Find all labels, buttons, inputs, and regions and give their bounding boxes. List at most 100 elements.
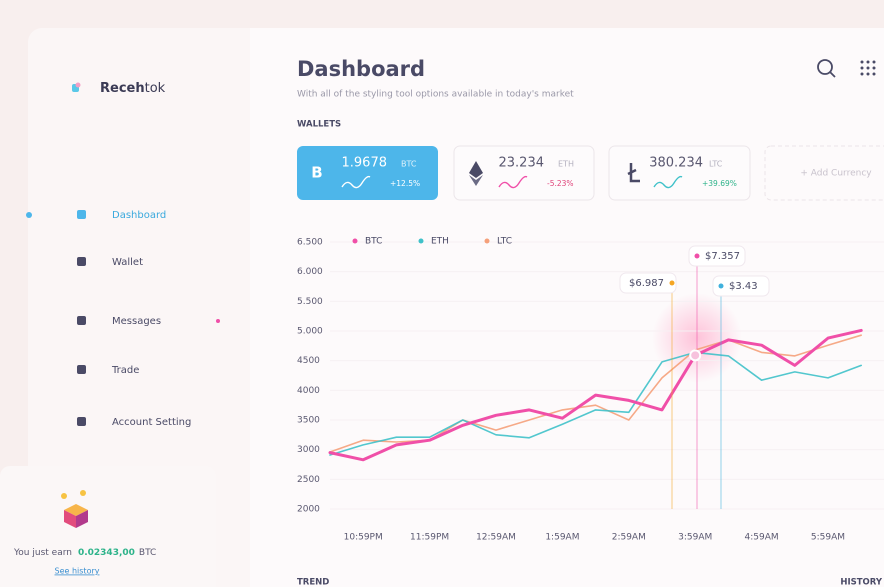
series-line	[329, 351, 862, 456]
y-tick-label: 6.500	[297, 238, 323, 248]
annotation-dot	[694, 253, 700, 259]
apps-dot[interactable]	[866, 60, 870, 64]
see-history-link[interactable]: See history	[55, 567, 100, 576]
logo-dot	[75, 82, 81, 88]
apps-dot[interactable]	[872, 60, 876, 64]
x-tick-label: 4:59AM	[745, 533, 779, 543]
y-tick-label: 4500	[297, 356, 320, 366]
nav-icon[interactable]	[77, 365, 86, 374]
y-tick-label: 2500	[297, 475, 320, 485]
x-tick-label: 11:59PM	[410, 533, 449, 543]
apps-dot[interactable]	[872, 66, 876, 70]
wallet-card[interactable]	[297, 146, 438, 200]
earn-icon	[76, 510, 88, 528]
apps-dot[interactable]	[860, 60, 864, 64]
nav-icon[interactable]	[77, 417, 86, 426]
main-panel	[250, 28, 884, 587]
y-tick-label: 3000	[297, 445, 320, 455]
search-icon[interactable]	[817, 59, 833, 75]
earn-icon	[64, 510, 76, 528]
search-button[interactable]	[817, 59, 836, 78]
wallets-label: WALLETS	[297, 120, 341, 130]
annotation-box	[688, 245, 746, 267]
wallet-amount: 23.234	[499, 156, 545, 171]
legend-swatch	[418, 238, 424, 244]
y-tick-label: 2000	[297, 505, 320, 515]
legend-swatch	[484, 238, 490, 244]
nav-item[interactable]: Trade	[111, 365, 139, 376]
nav-item[interactable]: Account Setting	[112, 417, 191, 428]
earn-text: You just earn 0.02343,00 BTC	[13, 548, 156, 558]
y-tick-label: 4000	[297, 386, 320, 396]
nav-item[interactable]: Dashboard	[112, 210, 166, 221]
wallet-card[interactable]	[453, 145, 595, 201]
x-tick-label: 12:59AM	[476, 533, 516, 543]
apps-dot[interactable]	[860, 66, 864, 70]
earn-card	[0, 466, 216, 587]
brand: Recehtok	[100, 81, 166, 96]
x-tick-label: 1:59AM	[545, 533, 579, 543]
apps-dot[interactable]	[872, 72, 876, 76]
wallet-change: +12.5%	[390, 179, 420, 188]
coin	[61, 493, 67, 499]
apps-button[interactable]	[860, 60, 876, 76]
legend-label: BTC	[365, 237, 382, 247]
y-tick-label: 3500	[297, 416, 320, 426]
wallet-amount: 380.234	[649, 156, 703, 171]
y-tick-label: 5.500	[297, 297, 323, 307]
nav-item[interactable]: Wallet	[112, 257, 143, 268]
search-icon-handle[interactable]	[829, 71, 836, 78]
brand-light: tok	[145, 81, 166, 96]
sparkline	[498, 175, 528, 189]
legend-label: LTC	[497, 237, 512, 247]
sparkline	[653, 175, 683, 189]
nav-icon[interactable]	[77, 257, 86, 266]
history-label: HISTORY	[840, 578, 883, 587]
wallet-currency: ETH	[558, 160, 574, 169]
x-tick-label: 3:59AM	[678, 533, 712, 543]
unread-dot	[216, 319, 220, 323]
wallet-change: -5.23%	[547, 179, 574, 188]
annotation-box	[712, 275, 770, 297]
y-tick-label: 5.000	[297, 327, 323, 337]
y-tick-label: 6.000	[297, 267, 323, 277]
earn-unit: BTC	[139, 548, 156, 558]
eth-icon	[469, 175, 483, 186]
add-currency-card[interactable]	[764, 145, 884, 201]
legend-swatch	[352, 238, 358, 244]
sidebar	[28, 28, 268, 587]
active-indicator	[26, 212, 32, 218]
nav-item[interactable]: Messages	[112, 316, 161, 327]
apps-dot[interactable]	[866, 66, 870, 70]
add-currency[interactable]: + Add Currency	[800, 169, 872, 179]
wallet-card[interactable]	[608, 145, 751, 201]
earn-label: You just earn	[13, 548, 72, 558]
apps-dot[interactable]	[860, 72, 864, 76]
btc-icon: B	[311, 164, 322, 182]
sparkline	[341, 175, 371, 189]
wallet-currency: BTC	[401, 160, 417, 169]
x-tick-label: 10:59PM	[344, 533, 383, 543]
hover-point	[689, 349, 702, 362]
coin	[80, 490, 86, 496]
apps-dot[interactable]	[866, 72, 870, 76]
series-line	[328, 328, 863, 462]
page-title: Dashboard	[297, 57, 425, 81]
x-tick-label: 5:59AM	[811, 533, 845, 543]
wallet-amount: 1.9678	[342, 156, 388, 171]
brand-strong: Receh	[100, 81, 145, 96]
nav-icon[interactable]	[77, 210, 86, 219]
annotation-dot	[669, 280, 675, 286]
wallet-change: +39.69%	[702, 179, 737, 188]
annotation-label: $6.987	[629, 278, 664, 289]
annotation-box	[619, 272, 677, 294]
page-subtitle: With all of the styling tool options ava…	[297, 90, 574, 100]
annotation-dot	[718, 283, 724, 289]
nav-icon[interactable]	[77, 316, 86, 325]
wallet-currency: LTC	[709, 160, 723, 169]
trend-label: TREND	[297, 578, 329, 587]
eth-icon	[469, 161, 483, 178]
annotation-label: $7.357	[705, 251, 740, 262]
ltc-icon	[627, 163, 640, 183]
